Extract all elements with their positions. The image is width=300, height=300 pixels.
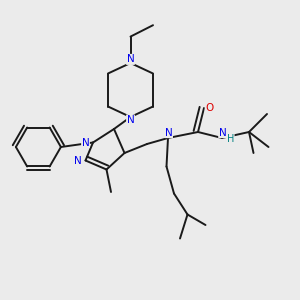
Text: H: H	[227, 134, 234, 145]
Text: O: O	[205, 103, 214, 113]
Text: N: N	[127, 115, 134, 125]
Text: N: N	[74, 155, 82, 166]
Text: N: N	[127, 54, 134, 64]
Text: N: N	[219, 128, 226, 138]
Text: N: N	[82, 137, 89, 148]
Text: N: N	[165, 128, 172, 138]
